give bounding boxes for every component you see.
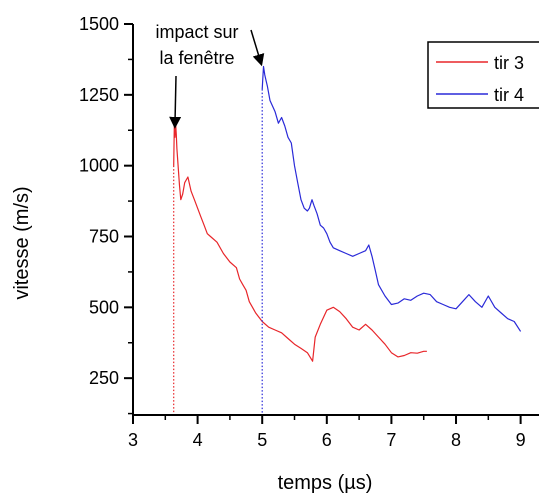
annotation-arrow-2 [250, 29, 265, 67]
y-tick-label: 250 [89, 368, 119, 388]
axes: 3 4 5 6 7 8 9 250 500 750 1000 1250 1500 [79, 14, 539, 450]
x-axis-title: temps (µs) [278, 472, 373, 494]
annotation: impact sur la fenêtre [155, 22, 265, 129]
series-line-tir-4 [261, 65, 522, 332]
x-tick-label: 8 [451, 430, 461, 450]
annotation-arrow-1 [169, 75, 182, 129]
annotation-line-1: impact sur [155, 22, 238, 42]
legend-box [427, 41, 539, 109]
x-tick-label: 5 [257, 430, 267, 450]
y-tick-label: 500 [89, 297, 119, 317]
legend-label-tir-4: tir 4 [494, 85, 524, 105]
legend-label-tir-3: tir 3 [494, 53, 524, 73]
plot-lines [173, 65, 522, 362]
y-axis-title: vitesse (m/s) [11, 186, 33, 299]
y-tick-label: 750 [89, 227, 119, 247]
legend: tir 3 tir 4 [427, 41, 539, 109]
y-tick-label: 1000 [79, 156, 119, 176]
x-tick-label: 3 [128, 430, 138, 450]
impact-markers [173, 89, 263, 415]
y-tick-label: 1250 [79, 85, 119, 105]
y-tick-label: 1500 [79, 14, 119, 34]
series-line-tir-3 [173, 122, 427, 362]
x-tick-label: 4 [193, 430, 203, 450]
x-tick-label: 7 [386, 430, 396, 450]
x-tick-label: 9 [516, 430, 526, 450]
x-tick-label: 6 [322, 430, 332, 450]
annotation-line-2: la fenêtre [159, 48, 234, 68]
